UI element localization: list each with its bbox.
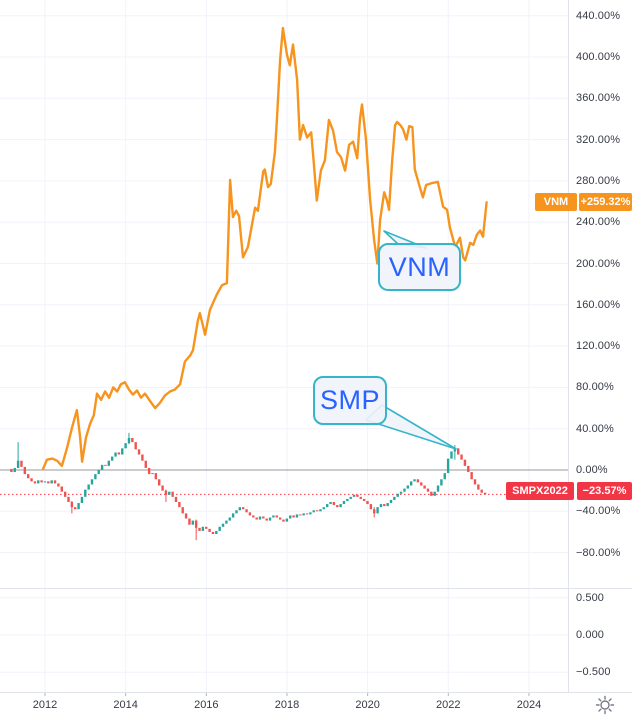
settings-icon-glyph (595, 695, 615, 715)
indicator-tick-label: 0.500 (576, 591, 605, 604)
price-tick-label: −80.00% (576, 546, 621, 559)
time-tick-label: 2022 (436, 699, 461, 711)
series-layer (0, 26, 568, 541)
vnm-value-badge: +259.32% (579, 193, 632, 211)
price-tick-label: 40.00% (576, 422, 614, 435)
price-tick-label: 200.00% (576, 257, 621, 270)
indicator-tick-label: 0.000 (576, 629, 605, 641)
time-tick-label: 2014 (113, 699, 138, 711)
smp-series-badge: SMPX2022 (506, 482, 574, 500)
price-tick-label: 240.00% (576, 216, 621, 229)
smp-callout-text: SMP (319, 385, 380, 415)
price-tick-label: 360.00% (576, 92, 621, 105)
vnm-callout-text: VNM (388, 251, 451, 282)
time-tick-label: 2018 (274, 699, 300, 711)
vnm-callout[interactable]: VNM (378, 243, 461, 291)
smp-value-badge: −23.57% (577, 482, 632, 500)
price-tick-label: 320.00% (576, 133, 621, 146)
price-tick-label: 400.00% (576, 51, 621, 63)
scale-settings-icon[interactable] (595, 695, 615, 715)
grid-lines (0, 0, 568, 692)
time-tick-label: 2024 (516, 699, 542, 711)
smp-callout[interactable]: SMP (313, 376, 387, 425)
price-tick-label: 160.00% (576, 298, 621, 311)
indicator-tick-label: −0.500 (576, 666, 611, 679)
time-tick-label: 2012 (32, 699, 58, 711)
time-tick-label: 2020 (355, 699, 380, 711)
price-tick-label: 80.00% (576, 381, 614, 394)
price-tick-label: 440.00% (576, 9, 621, 22)
price-tick-label: 0.00% (576, 464, 608, 476)
vnm-series-badge: VNM (535, 193, 577, 211)
price-tick-label: 120.00% (576, 340, 621, 353)
time-tick-label: 2016 (194, 699, 219, 711)
price-tick-label: −40.00% (576, 505, 621, 518)
price-tick-label: 280.00% (576, 174, 621, 187)
pane-borders (0, 0, 632, 696)
